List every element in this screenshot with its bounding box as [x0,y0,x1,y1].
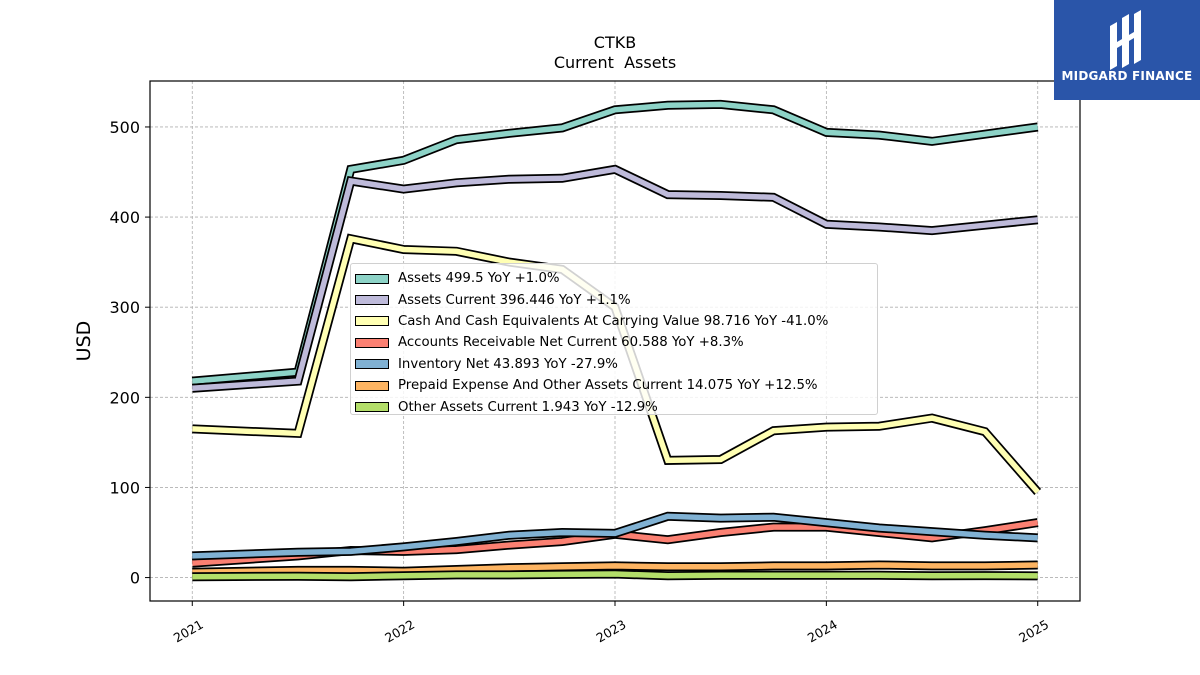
series-4 [192,511,1038,561]
legend-item: Assets Current 396.446 YoY +1.1% [351,289,877,310]
legend-item: Assets 499.5 YoY +1.0% [351,268,877,289]
chart-title: CTKB [594,33,636,52]
legend-swatch [355,337,389,348]
series-line [192,562,1038,575]
legend-item: Prepaid Expense And Other Assets Current… [351,375,877,396]
legend-item: Cash And Cash Equivalents At Carrying Va… [351,311,877,332]
legend: Assets 499.5 YoY +1.0% Assets Current 396… [350,263,878,415]
series-6 [192,569,1038,582]
y-tick-label: 0 [130,569,140,588]
series-lines [191,99,1042,582]
y-tick-label: 500 [109,118,140,137]
legend-label: Cash And Cash Equivalents At Carrying Va… [398,313,829,329]
legend-swatch [355,273,389,284]
x-tick-label: 2022 [382,617,417,646]
series-line [192,166,1038,392]
x-tick-label: 2021 [171,617,206,646]
legend-item: Other Assets Current 1.943 YoY -12.9% [351,396,877,417]
legend-label: Assets 499.5 YoY +1.0% [398,271,560,287]
legend-swatch [355,359,389,370]
series-line [192,101,1039,384]
legend-swatch [355,402,389,413]
series-5 [192,560,1038,577]
y-tick-label: 300 [109,298,140,317]
legend-label: Accounts Receivable Net Current 60.588 Y… [398,335,744,351]
y-tick-label: 400 [109,208,140,227]
y-tick-label: 200 [109,388,140,407]
series-line [192,513,1038,559]
legend-swatch [355,380,389,391]
legend-item: Accounts Receivable Net Current 60.588 Y… [351,332,877,353]
x-tick-label: 2025 [1016,617,1051,646]
brand-name: MIDGARD FINANCE [1061,69,1193,83]
x-tick-label: 2024 [805,617,840,646]
chart-subtitle: Current Assets [554,53,676,72]
y-tick-label: 100 [109,478,140,497]
legend-label: Prepaid Expense And Other Assets Current… [398,378,818,394]
brand-logo-icon [1110,10,1141,70]
legend-item: Inventory Net 43.893 YoY -27.9% [351,354,877,375]
x-tick-label: 2023 [593,617,628,646]
brand-logo: MIDGARD FINANCE [1054,0,1200,100]
legend-swatch [355,295,389,306]
legend-label: Inventory Net 43.893 YoY -27.9% [398,356,618,372]
legend-label: Other Assets Current 1.943 YoY -12.9% [398,399,658,415]
y-axis-label: USD [73,321,95,362]
legend-label: Assets Current 396.446 YoY +1.1% [398,292,631,308]
legend-swatch [355,316,389,327]
series-line [192,571,1038,580]
series-0 [191,99,1039,386]
series-1 [191,164,1039,393]
